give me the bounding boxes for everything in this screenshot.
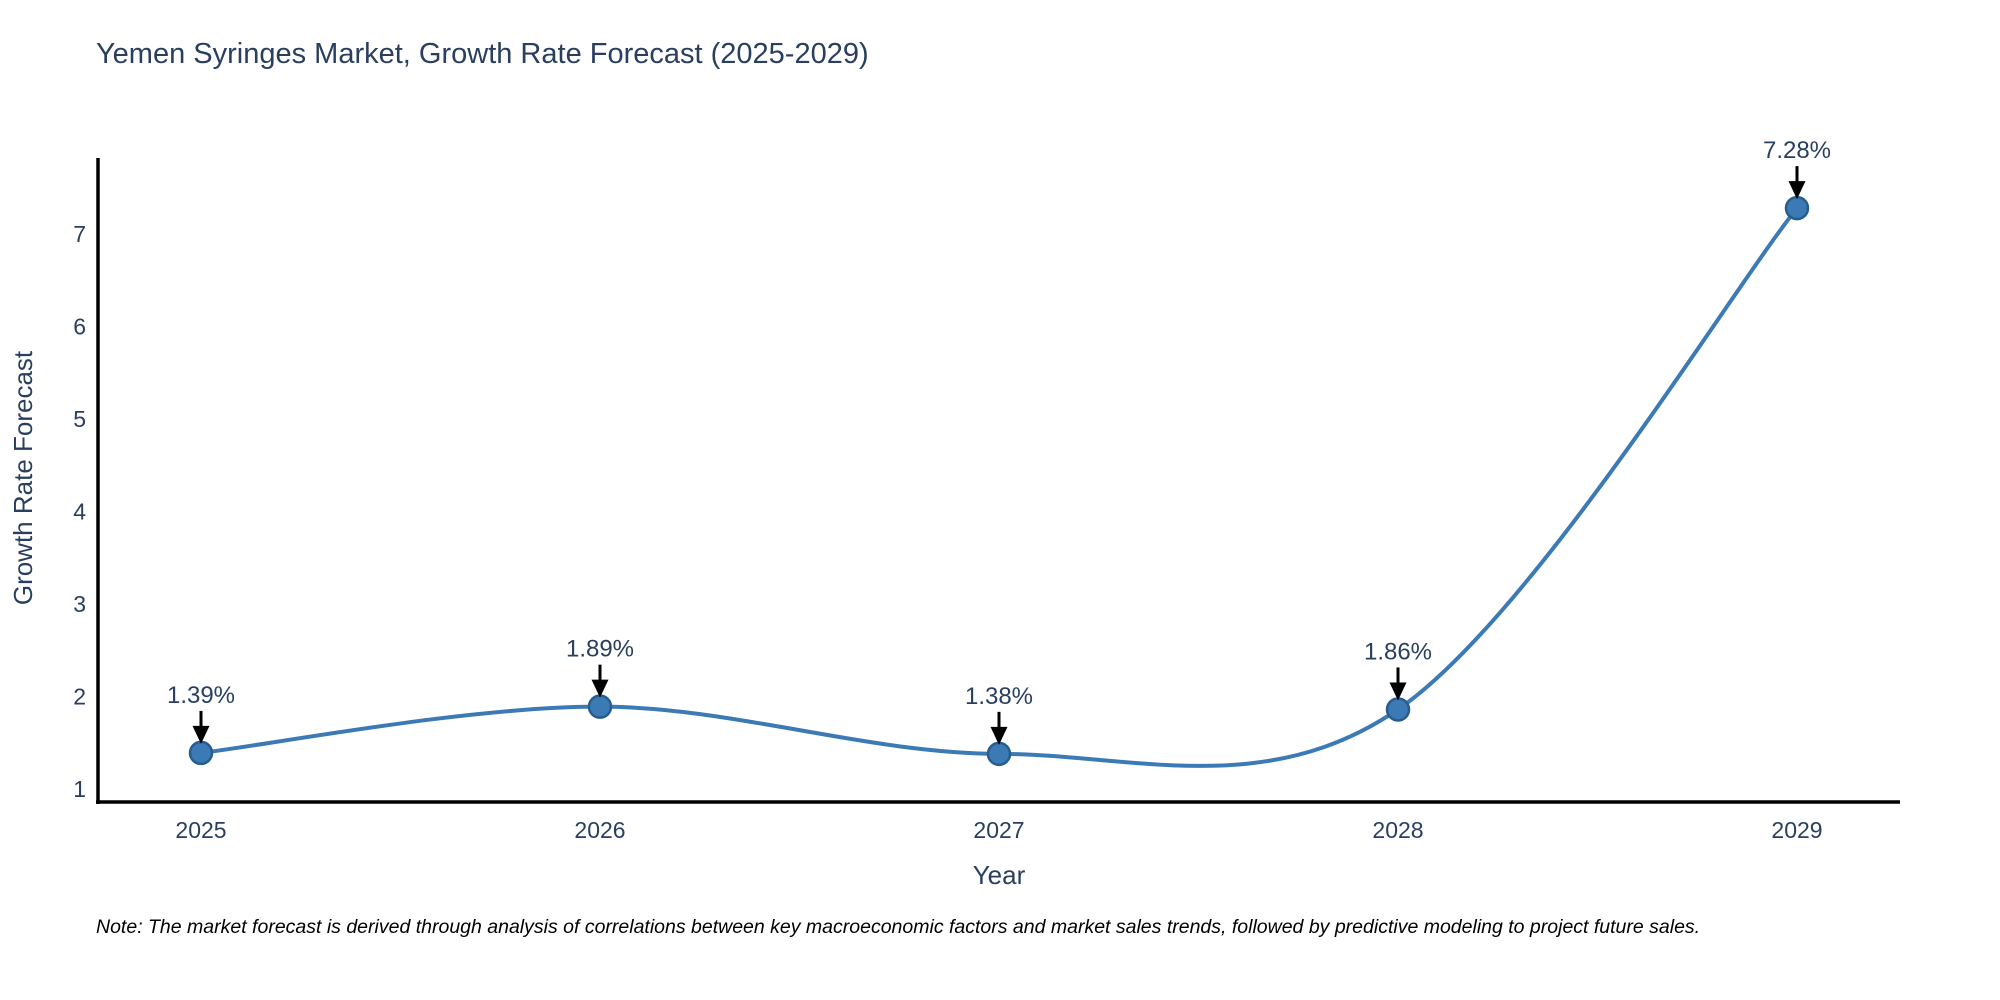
data-point-marker-2025[interactable]: [188, 740, 214, 766]
annotation-arrowhead-2025: [192, 725, 210, 744]
data-point-marker-2027[interactable]: [986, 741, 1012, 767]
annotation-arrowhead-2027: [990, 726, 1008, 745]
annotation-arrowhead-2026: [591, 679, 609, 698]
y-axis-title: Growth Rate Forecast: [8, 350, 38, 605]
chart-title: Yemen Syringes Market, Growth Rate Forec…: [96, 38, 869, 70]
data-point-marker-2026[interactable]: [587, 694, 613, 719]
x-tick-label-2026: 2026: [574, 817, 625, 843]
x-tick-label-2028: 2028: [1372, 817, 1423, 843]
annotation-label-2025: 1.39%: [167, 682, 235, 709]
annotation-label-2026: 1.89%: [566, 636, 634, 663]
y-tick-label-1: 1: [73, 776, 86, 802]
annotation-arrowhead-2028: [1389, 682, 1407, 701]
y-tick-label-4: 4: [73, 499, 86, 525]
footnote: Note: The market forecast is derived thr…: [96, 916, 1701, 938]
y-tick-label-5: 5: [73, 406, 86, 432]
annotation-label-2029: 7.28%: [1763, 137, 1831, 164]
data-point-marker-2029[interactable]: [1784, 195, 1810, 221]
annotation-label-2027: 1.38%: [965, 683, 1033, 710]
x-tick-label-2029: 2029: [1771, 817, 1822, 843]
y-tick-label-2: 2: [73, 684, 86, 710]
y-tick-label-3: 3: [73, 591, 86, 617]
x-tick-label-2027: 2027: [973, 817, 1024, 843]
annotation-arrowhead-2029: [1788, 181, 1806, 200]
annotation-label-2028: 1.86%: [1364, 638, 1432, 665]
y-tick-label-6: 6: [73, 314, 86, 340]
x-axis-title: Year: [973, 860, 1026, 890]
data-point-marker-2028[interactable]: [1385, 697, 1411, 722]
y-tick-label-7: 7: [73, 221, 86, 247]
series-line: [200, 206, 1799, 768]
x-tick-label-2025: 2025: [175, 817, 226, 843]
